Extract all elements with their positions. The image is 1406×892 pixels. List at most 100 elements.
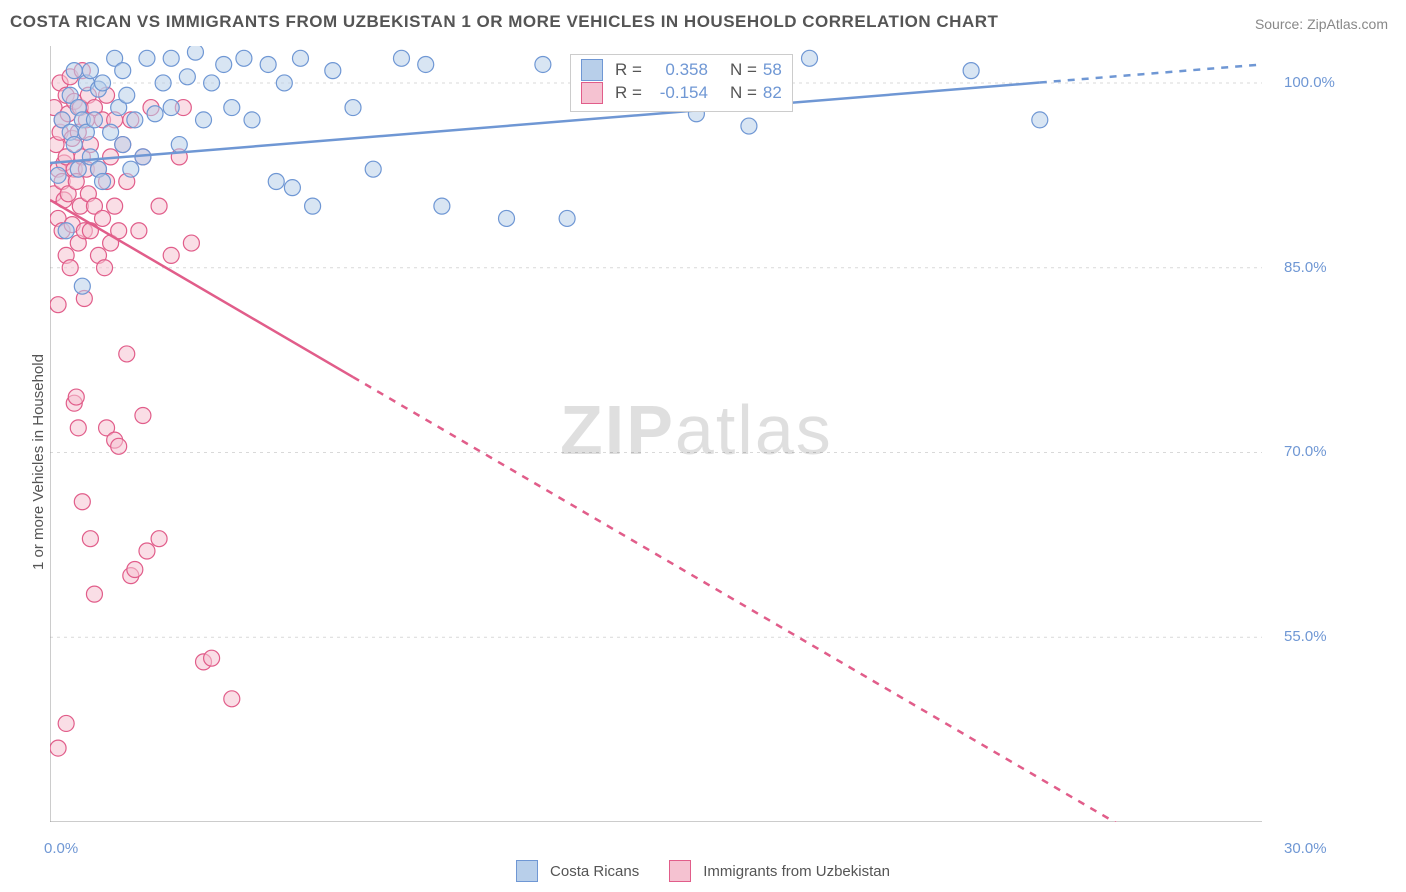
stats-r-value: 0.358 [648, 59, 708, 82]
scatter-point [163, 50, 179, 66]
scatter-point [292, 50, 308, 66]
scatter-point [95, 173, 111, 189]
x-tick-label: 0.0% [44, 840, 78, 857]
scatter-point [58, 715, 74, 731]
scatter-point [196, 112, 212, 128]
scatter-point [95, 75, 111, 91]
scatter-point [50, 740, 66, 756]
source-label: Source: ZipAtlas.com [1255, 16, 1388, 32]
y-tick-label: 85.0% [1284, 259, 1327, 276]
legend-swatch [516, 860, 538, 882]
scatter-point [135, 408, 151, 424]
scatter-point [204, 650, 220, 666]
scatter-point [127, 561, 143, 577]
scatter-point [325, 63, 341, 79]
legend-item: Immigrants from Uzbekistan [669, 860, 890, 882]
scatter-point [187, 46, 203, 60]
scatter-point [82, 223, 98, 239]
scatter-point [111, 438, 127, 454]
scatter-point [70, 161, 86, 177]
scatter-point [58, 223, 74, 239]
y-axis-label: 1 or more Vehicles in Household [30, 354, 47, 570]
scatter-point [82, 63, 98, 79]
scatter-point [70, 420, 86, 436]
scatter-point [151, 198, 167, 214]
scatter-point [418, 56, 434, 72]
scatter-point [171, 137, 187, 153]
stats-r-value: -0.154 [648, 82, 708, 105]
scatter-point [284, 180, 300, 196]
legend-label: Costa Ricans [550, 863, 639, 880]
plot-area [50, 46, 1262, 822]
scatter-point [163, 247, 179, 263]
scatter-point [74, 278, 90, 294]
legend-swatch [581, 59, 603, 81]
scatter-point [119, 346, 135, 362]
scatter-point [260, 56, 276, 72]
scatter-point [434, 198, 450, 214]
scatter-point [107, 198, 123, 214]
scatter-point [244, 112, 260, 128]
scatter-point [66, 63, 82, 79]
scatter-point [535, 56, 551, 72]
bottom-legend: Costa Ricans Immigrants from Uzbekistan [0, 860, 1406, 882]
scatter-point [183, 235, 199, 251]
scatter-point [499, 210, 515, 226]
scatter-point [204, 75, 220, 91]
scatter-point [268, 173, 284, 189]
y-tick-label: 70.0% [1284, 443, 1327, 460]
stats-row: R =-0.154N =82 [581, 82, 782, 105]
scatter-point [123, 161, 139, 177]
stats-n-value: 58 [763, 59, 782, 82]
scatter-point [115, 63, 131, 79]
scatter-point [216, 56, 232, 72]
scatter-point [66, 137, 82, 153]
legend-swatch [669, 860, 691, 882]
stats-r-label: R = [615, 82, 642, 105]
stats-n-label: N = [730, 59, 757, 82]
stats-box: R =0.358N =58R =-0.154N =82 [570, 54, 793, 112]
scatter-point [74, 494, 90, 510]
scatter-point [802, 50, 818, 66]
scatter-point [345, 100, 361, 116]
scatter-point [236, 50, 252, 66]
chart-title: COSTA RICAN VS IMMIGRANTS FROM UZBEKISTA… [10, 12, 998, 32]
scatter-point [127, 112, 143, 128]
scatter-point [224, 691, 240, 707]
scatter-point [139, 50, 155, 66]
scatter-point [963, 63, 979, 79]
scatter-point [86, 586, 102, 602]
stats-row: R = 0.358 N = 58 [581, 59, 782, 82]
legend-item: Costa Ricans [516, 860, 639, 882]
scatter-point [559, 210, 575, 226]
scatter-point [1032, 112, 1048, 128]
scatter-point [131, 223, 147, 239]
scatter-point [163, 100, 179, 116]
stats-n-label: N = [730, 82, 757, 105]
scatter-point [741, 118, 757, 134]
scatter-point [68, 389, 84, 405]
scatter-point [62, 260, 78, 276]
scatter-point [365, 161, 381, 177]
y-tick-label: 55.0% [1284, 628, 1327, 645]
stats-r-label: R = [615, 59, 642, 82]
scatter-point [224, 100, 240, 116]
scatter-point [393, 50, 409, 66]
scatter-point [151, 531, 167, 547]
scatter-point [305, 198, 321, 214]
scatter-point [276, 75, 292, 91]
scatter-point [97, 260, 113, 276]
legend-swatch [581, 82, 603, 104]
scatter-point [95, 210, 111, 226]
scatter-point [86, 112, 102, 128]
scatter-point [103, 124, 119, 140]
scatter-point [115, 137, 131, 153]
scatter-plot [50, 46, 1262, 822]
scatter-point [179, 69, 195, 85]
scatter-point [147, 106, 163, 122]
scatter-point [139, 543, 155, 559]
legend-label: Immigrants from Uzbekistan [703, 863, 890, 880]
scatter-point [155, 75, 171, 91]
y-tick-label: 100.0% [1284, 74, 1335, 91]
scatter-point [50, 297, 66, 313]
